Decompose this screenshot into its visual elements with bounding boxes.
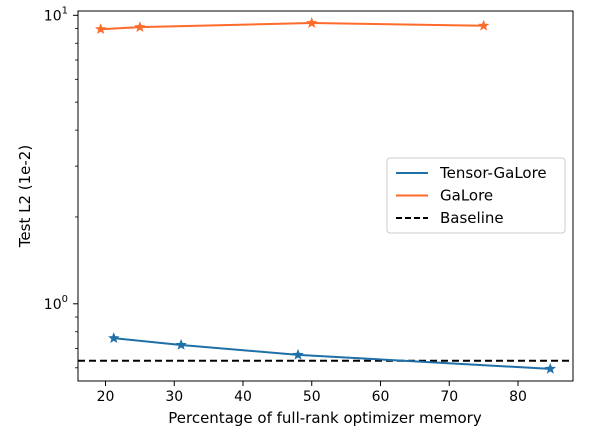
x-tick-label: 20 [97, 389, 115, 405]
x-tick-label: 70 [440, 389, 458, 405]
data-point-galore [306, 17, 318, 28]
legend-label: GaLore [440, 187, 493, 205]
y-axis-label: Test L2 (1e-2) [16, 145, 34, 248]
legend: Tensor-GaLore GaLore Baseline [386, 157, 566, 234]
legend-box [386, 157, 566, 234]
series-line-galore [100, 22, 484, 31]
data-point-galore [477, 19, 490, 31]
x-tick-label: 80 [509, 389, 527, 405]
x-tick-label: 50 [303, 389, 321, 405]
y-tick-label: 101 [44, 5, 68, 24]
y-tick-label: 100 [44, 294, 68, 313]
data-point-tensor-galore [175, 338, 187, 350]
plot-frame [77, 10, 574, 382]
data-point-tensor-galore [544, 362, 557, 374]
x-tick-label: 60 [372, 389, 390, 405]
x-axis-label: Percentage of full-rank optimizer memory [168, 409, 482, 427]
legend-label: Tensor-GaLore [439, 164, 547, 182]
series-line-tensor-galore [113, 337, 551, 370]
legend-label: Baseline [440, 209, 504, 227]
data-point-tensor-galore [108, 332, 120, 344]
data-point-galore [134, 21, 146, 32]
data-point-tensor-galore [292, 348, 304, 360]
data-point-galore [94, 23, 107, 35]
x-tick-label: 40 [234, 389, 252, 405]
x-tick-label: 30 [165, 389, 183, 405]
